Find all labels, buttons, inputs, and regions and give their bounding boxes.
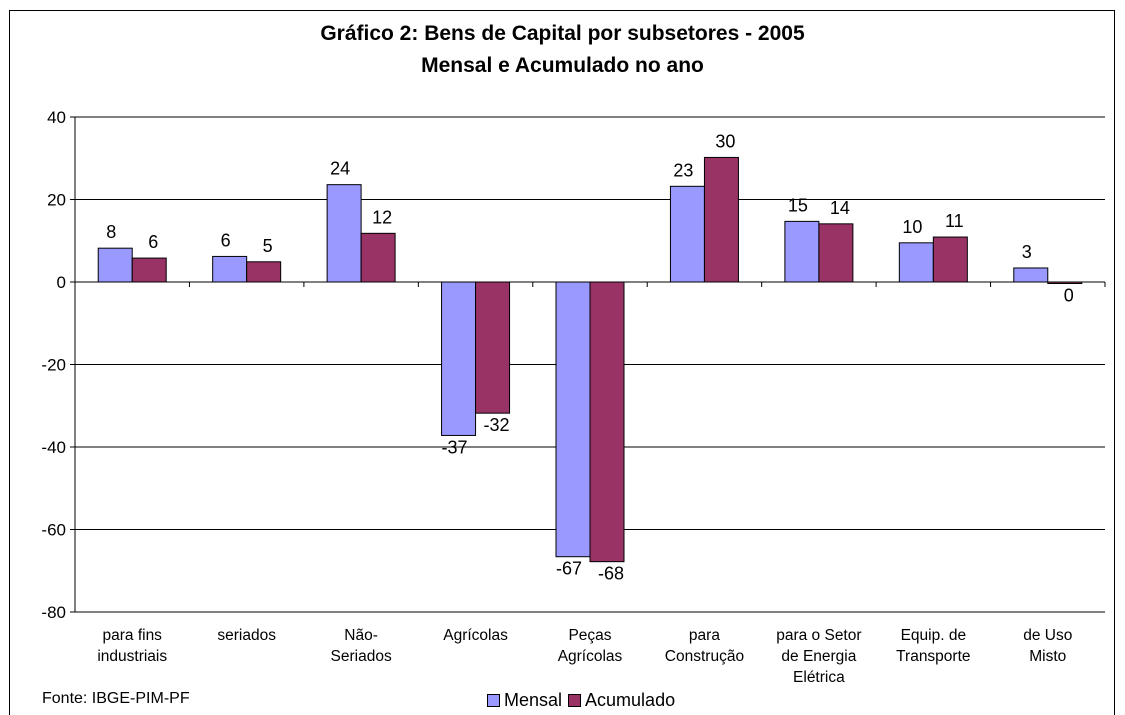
y-tick-label: -40	[41, 438, 66, 457]
category-label: Construção	[665, 648, 744, 665]
data-label: 0	[1064, 286, 1074, 306]
category-label: Não-	[344, 627, 378, 644]
bar-mensal	[326, 184, 362, 283]
category-label: para fins	[102, 627, 162, 644]
category-label: de Uso	[1023, 627, 1072, 644]
bar-mensal	[1013, 267, 1049, 283]
category-label: Equip. de	[901, 627, 967, 644]
category-label: Misto	[1029, 648, 1066, 665]
chart-legend: Mensal Acumulado	[487, 690, 681, 711]
data-label: -68	[598, 564, 624, 584]
y-tick-label: 0	[57, 273, 66, 292]
bar-acumulado	[589, 281, 625, 563]
category-label: seriados	[217, 627, 276, 644]
bar-acumulado	[703, 156, 739, 283]
y-tick-label: 20	[47, 191, 66, 210]
bar-mensal	[898, 242, 934, 283]
y-tick-label: -20	[41, 356, 66, 375]
y-tick-label: 40	[47, 108, 66, 127]
legend-label-mensal: Mensal	[504, 690, 563, 710]
data-label: 11	[945, 211, 964, 231]
category-label: Elétrica	[793, 669, 845, 686]
data-label: 10	[902, 217, 922, 237]
legend-item-acumulado: Acumulado	[568, 690, 675, 711]
legend-swatch-acumulado	[568, 694, 582, 707]
data-label: 6	[221, 230, 231, 250]
bar-mensal	[212, 255, 248, 283]
legend-item-mensal: Mensal	[487, 690, 562, 711]
data-label: -32	[484, 415, 510, 435]
data-label: 30	[715, 131, 735, 151]
bar-mensal	[669, 185, 705, 283]
data-label: 14	[830, 198, 850, 218]
bar-mensal	[784, 220, 820, 283]
data-label: 23	[673, 160, 693, 180]
bar-acumulado	[475, 281, 511, 414]
bar-acumulado	[932, 236, 968, 283]
data-label: 12	[372, 207, 392, 227]
category-label: Agrícolas	[558, 648, 623, 665]
y-tick-label: -60	[41, 521, 66, 540]
data-label: 3	[1022, 242, 1032, 262]
category-label: Transporte	[896, 648, 970, 665]
category-label: para o Setor	[776, 627, 861, 644]
category-label: Peças	[568, 627, 611, 644]
legend-swatch-mensal	[487, 694, 500, 707]
category-label: para	[689, 627, 720, 644]
bar-acumulado	[246, 261, 282, 283]
legend-label-acumulado: Acumulado	[585, 690, 676, 710]
category-label: Agrícolas	[443, 627, 508, 644]
category-label: de Energia	[781, 648, 856, 665]
data-label: 5	[263, 236, 273, 256]
bar-mensal	[555, 281, 591, 558]
data-label: 6	[148, 232, 158, 252]
bar-acumulado	[818, 223, 854, 283]
data-label: -67	[556, 559, 582, 579]
bar-acumulado	[360, 232, 396, 283]
chart-subtitle: Mensal e Acumulado no ano	[421, 54, 704, 77]
data-label: 24	[330, 159, 350, 179]
y-tick-label: -80	[41, 603, 66, 622]
data-label: -37	[442, 437, 468, 457]
data-label: 15	[788, 195, 808, 215]
bar-acumulado	[131, 257, 167, 283]
category-label: Seriados	[331, 648, 392, 665]
chart-title: Gráfico 2: Bens de Capital por subsetore…	[320, 22, 805, 45]
category-label: industriais	[97, 648, 167, 665]
data-label: 8	[106, 222, 116, 242]
source-note: Fonte: IBGE-PIM-PF	[42, 690, 190, 707]
bar-mensal	[97, 247, 133, 283]
bar-mensal	[441, 281, 477, 436]
